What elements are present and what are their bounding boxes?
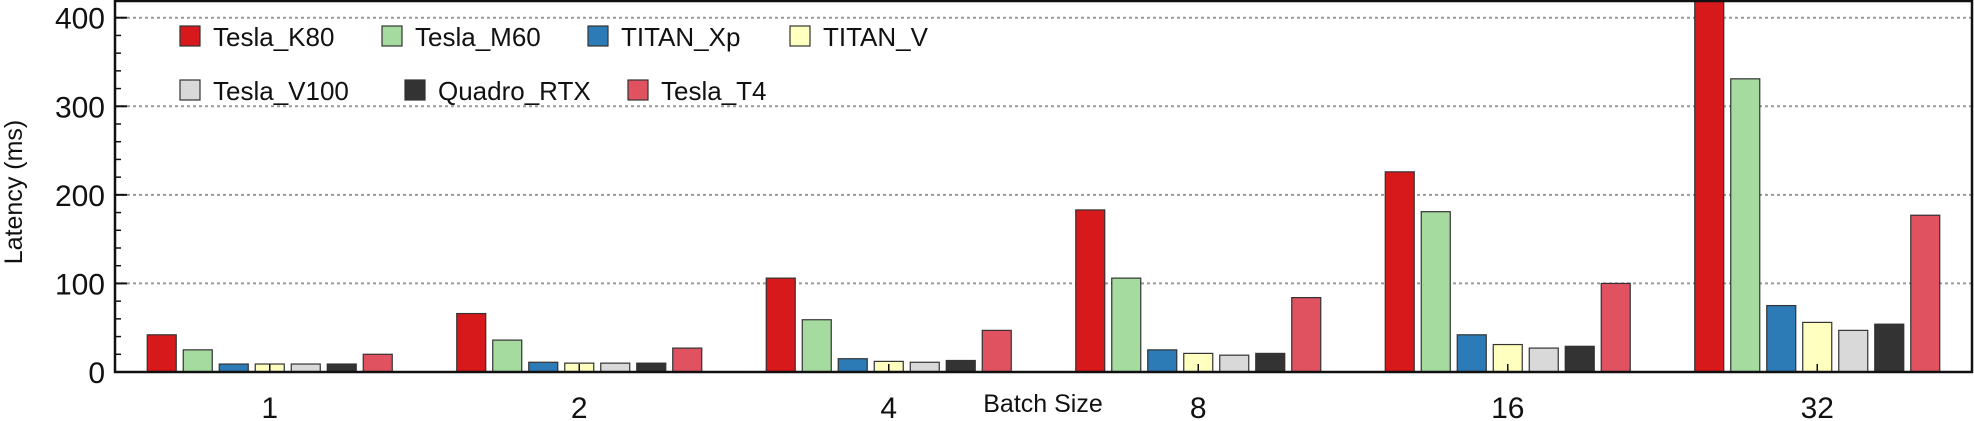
bar-tesla-m60-1 <box>182 349 213 373</box>
bar-tesla-v100-2 <box>600 362 631 373</box>
legend-label: Tesla_V100 <box>213 76 349 106</box>
bar-tesla-k80-4 <box>765 277 796 373</box>
bar-quadro-rtx-2 <box>636 362 667 373</box>
bar-tesla-m60-8 <box>1111 277 1142 373</box>
x-tick-label: 2 <box>571 392 588 421</box>
legend-swatch <box>404 79 426 101</box>
legend: Tesla_K80 Tesla_M60 TITAN_Xp TITAN_V Tesla_V… <box>179 22 929 106</box>
bar-tesla-m60-4 <box>801 319 832 373</box>
legend-swatch <box>179 79 201 101</box>
bar-tesla-t4-2 <box>672 347 703 373</box>
bars <box>146 0 1941 373</box>
bar-tesla-v100-4 <box>909 361 940 373</box>
legend-label: Tesla_K80 <box>213 22 334 52</box>
bar-tesla-m60-2 <box>492 339 523 373</box>
grid-lines <box>115 16 1972 285</box>
bar-tesla-t4-1 <box>362 353 393 373</box>
legend-label: Tesla_M60 <box>415 22 541 52</box>
bar-tesla-k80-32 <box>1694 0 1725 373</box>
bar-tesla-t4-16 <box>1600 282 1631 373</box>
bar-quadro-rtx-16 <box>1564 345 1595 373</box>
bar-tesla-t4-8 <box>1291 297 1322 373</box>
legend-swatch <box>587 25 609 47</box>
bar-tesla-t4-4 <box>981 329 1012 373</box>
x-tick-label: 32 <box>1801 392 1834 421</box>
legend-swatch <box>627 79 649 101</box>
legend-label: TITAN_V <box>823 22 929 52</box>
bar-tesla-m60-16 <box>1420 211 1451 373</box>
y-tick-label: 300 <box>55 91 105 124</box>
tick-labels: 0 100 200 300 400 1 2 4 8 16 32 <box>55 3 1834 421</box>
bar-tesla-k80-2 <box>456 312 487 373</box>
bar-quadro-rtx-8 <box>1255 352 1286 373</box>
bar-tesla-t4-32 <box>1910 214 1941 373</box>
bar-titan-xp-8 <box>1147 349 1178 373</box>
legend-swatch <box>179 25 201 47</box>
bar-tesla-v100-32 <box>1838 329 1869 373</box>
bar-tesla-v100-16 <box>1528 347 1559 373</box>
legend-label: Quadro_RTX <box>438 76 591 106</box>
bar-titan-xp-4 <box>837 358 868 373</box>
bar-quadro-rtx-32 <box>1874 323 1905 373</box>
y-axis-label: Latency (ms) <box>0 120 28 264</box>
y-tick-label: 200 <box>55 180 105 213</box>
legend-label: Tesla_T4 <box>661 76 767 106</box>
x-tick-label: 16 <box>1491 392 1524 421</box>
x-axis-label: Batch Size <box>983 390 1103 418</box>
y-tick-label: 400 <box>55 3 105 36</box>
bar-quadro-rtx-4 <box>945 359 976 373</box>
axes <box>113 0 1974 374</box>
x-tick-label: 4 <box>880 392 897 421</box>
x-tick-label: 8 <box>1190 392 1207 421</box>
y-tick-label: 100 <box>55 268 105 301</box>
bar-tesla-v100-8 <box>1219 354 1250 373</box>
legend-swatch <box>789 25 811 47</box>
bar-tesla-m60-32 <box>1730 78 1761 373</box>
y-tick-label: 0 <box>88 357 105 390</box>
legend-swatch <box>381 25 403 47</box>
plot-frame <box>113 0 1974 374</box>
bar-tesla-k80-1 <box>146 334 177 373</box>
bar-tesla-k80-16 <box>1384 171 1415 373</box>
x-tick-label: 1 <box>261 392 278 421</box>
bar-titan-xp-16 <box>1456 334 1487 373</box>
legend-label: TITAN_Xp <box>621 22 740 52</box>
bar-titan-xp-32 <box>1766 304 1797 373</box>
bar-tesla-k80-8 <box>1075 209 1106 373</box>
bar-titan-xp-2 <box>528 361 559 373</box>
